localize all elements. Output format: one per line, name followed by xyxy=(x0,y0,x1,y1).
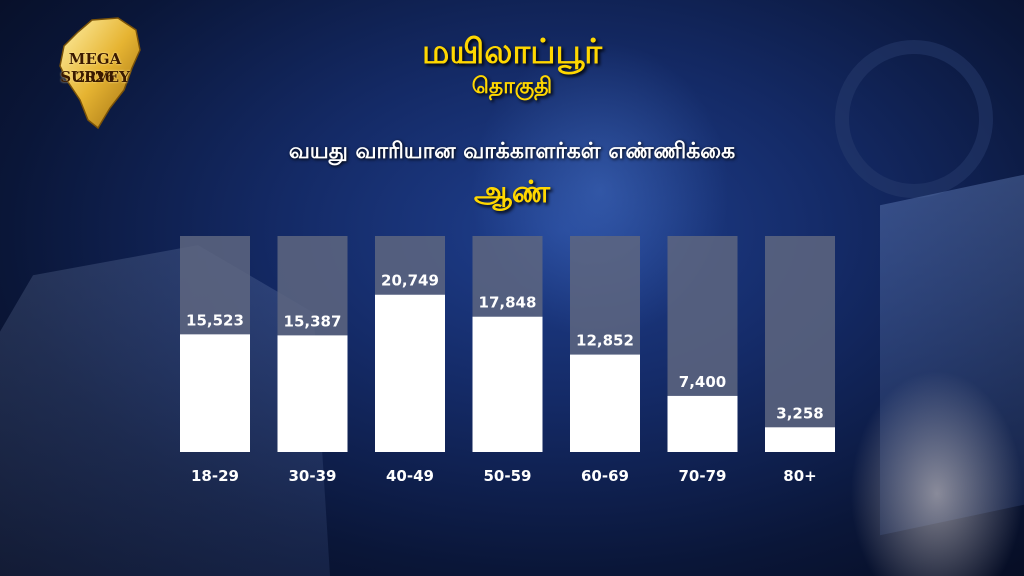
constituency-subtitle: தொகுதி xyxy=(471,74,553,99)
background-building-image xyxy=(0,245,330,576)
category-tick-label: 60-69 xyxy=(581,467,629,485)
data-label: 15,387 xyxy=(284,312,342,330)
logo-year-text: 2026 xyxy=(75,70,115,86)
bar-track xyxy=(765,236,835,452)
category-tick-label: 30-39 xyxy=(289,467,337,485)
category-tick-label: 70-79 xyxy=(679,467,727,485)
bar-50-59 xyxy=(472,316,543,452)
bar-30-39 xyxy=(277,335,348,452)
data-label: 17,848 xyxy=(479,294,537,312)
data-label: 3,258 xyxy=(776,404,823,422)
data-label: 20,749 xyxy=(381,272,439,290)
bar-80+ xyxy=(765,427,835,452)
category-tick-label: 80+ xyxy=(783,467,816,485)
data-label: 7,400 xyxy=(679,373,726,391)
chart-heading: வயது வாரியான வாக்காளர்கள் எண்ணிக்கை xyxy=(288,139,736,164)
bar-18-29 xyxy=(180,334,250,452)
constituency-title: மயிலாப்பூர் xyxy=(421,32,603,72)
category-tick-label: 50-59 xyxy=(484,467,532,485)
background-inked-finger-image xyxy=(850,370,1024,576)
data-label: 15,523 xyxy=(186,311,244,329)
mega-survey-logo: MEGA SURVEY 2026 xyxy=(40,16,150,134)
gender-label: ஆண் xyxy=(473,175,551,210)
tamilnadu-map-icon xyxy=(59,17,141,130)
bar-60-69 xyxy=(570,354,640,452)
bar-40-49 xyxy=(375,294,445,452)
data-label: 12,852 xyxy=(576,332,634,350)
category-tick-label: 40-49 xyxy=(386,467,434,485)
logo-brand-text: MEGA SURVEY xyxy=(60,50,130,86)
bar-70-79 xyxy=(667,395,738,452)
category-tick-label: 18-29 xyxy=(191,467,239,485)
